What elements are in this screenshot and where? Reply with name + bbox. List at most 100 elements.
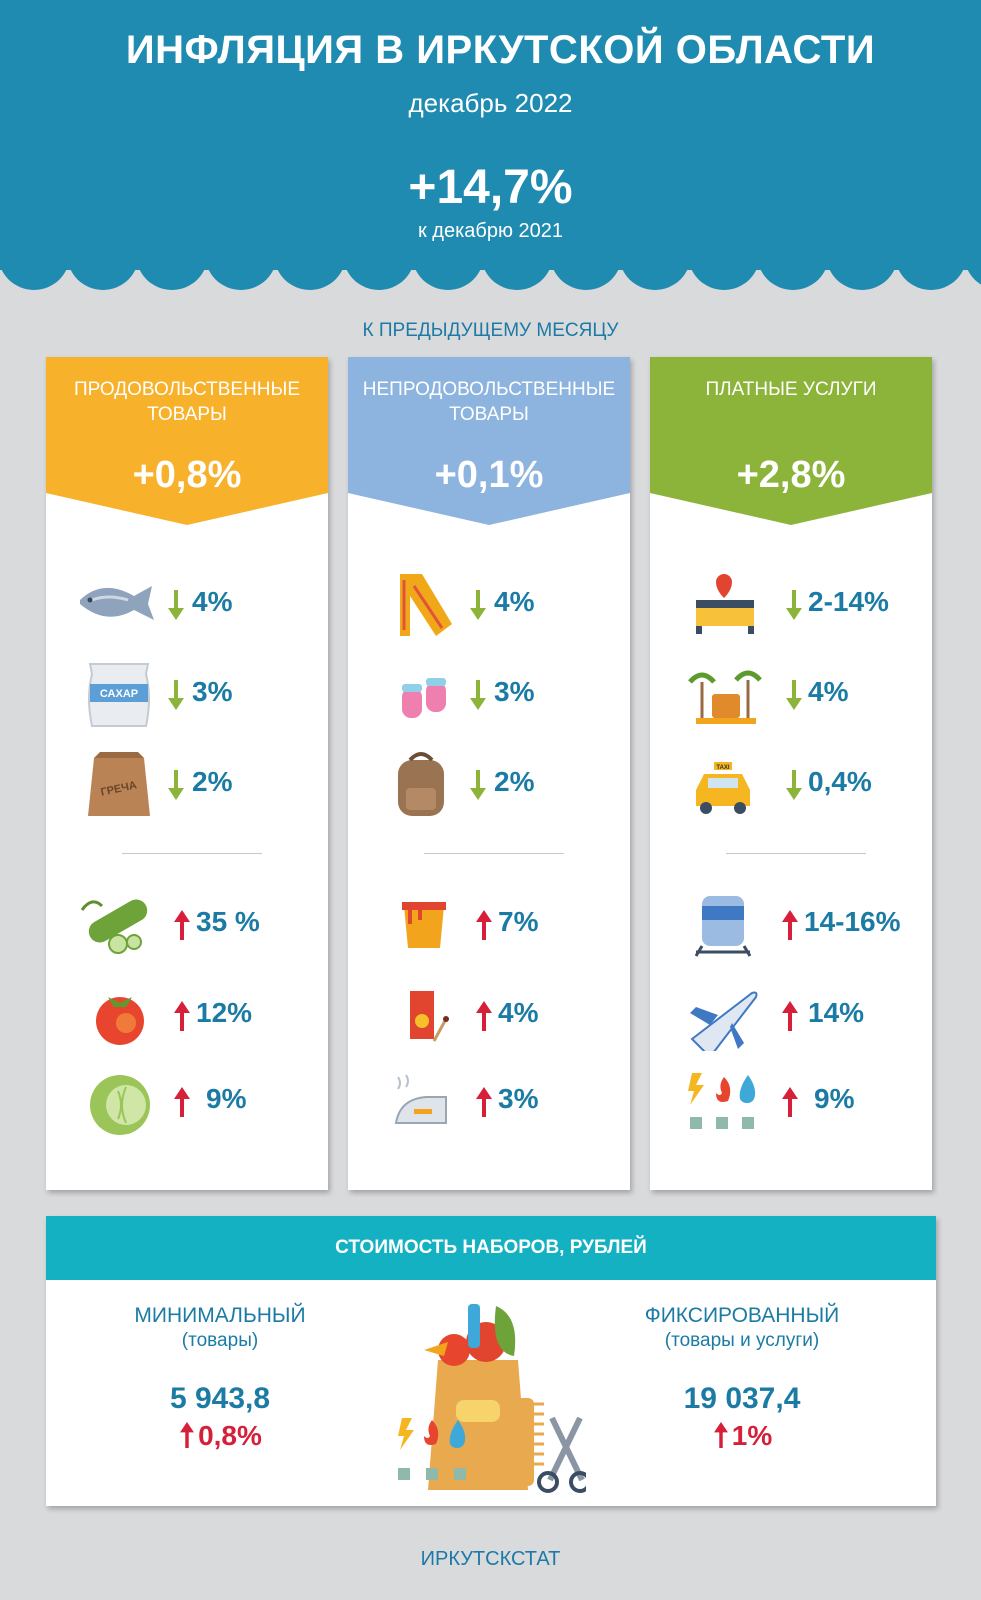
change-value: 4% — [494, 586, 535, 617]
arrow-up-icon — [180, 1422, 195, 1448]
sugar-bag-icon: САХАР — [88, 663, 150, 727]
list-item: 9% — [650, 1067, 932, 1137]
mittens-icon — [402, 678, 446, 718]
list-item: ГРЕЧА 2% — [46, 750, 328, 820]
hotel-bed-icon — [696, 574, 754, 634]
divider — [424, 853, 564, 854]
annual-inflation-caption: к декабрю 2021 — [417, 220, 564, 242]
list-item: 14% — [650, 981, 932, 1051]
taxi-icon: TAXI — [696, 762, 750, 814]
divider — [726, 853, 866, 854]
card-value: +0,1% — [434, 454, 544, 496]
minimal-set: МИНИМАЛЬНЫЙ (товары) 5 943,8 0,8% — [70, 1304, 370, 1452]
iron-icon — [394, 1074, 447, 1124]
sugar-label: САХАР — [100, 688, 138, 700]
costs-title: СТОИМОСТЬ НАБОРОВ, РУБЛЕЙ — [46, 1216, 936, 1280]
change-value: 3% — [498, 1083, 539, 1114]
change-value: 14-16% — [804, 906, 901, 937]
arrow-down-icon — [786, 680, 802, 710]
list-item: 12% — [46, 981, 328, 1051]
shopping-basket-icon — [398, 1304, 586, 1493]
list-item: 35 % — [46, 890, 328, 960]
card-header: ПРОДОВОЛЬСТВЕННЫЕ ТОВАРЫ +0,8% — [46, 357, 328, 525]
change-value: 2% — [192, 766, 233, 797]
divider — [122, 853, 262, 854]
card-header: ПЛАТНЫЕ УСЛУГИ +2,8% — [650, 357, 932, 525]
fixed-set-change: 1% — [592, 1420, 892, 1452]
header-banner — [0, 0, 981, 270]
taxi-label: TAXI — [716, 765, 730, 771]
list-item: 4% — [348, 981, 630, 1051]
arrow-down-icon — [470, 680, 486, 710]
fixed-set-name: ФИКСИРОВАННЫЙ — [644, 1304, 840, 1327]
footer-source: ИРКУТСКСТАТ — [420, 1548, 561, 1570]
matches-icon — [410, 991, 449, 1042]
minimal-set-value: 5 943,8 — [169, 1382, 271, 1415]
card-title: ПРОДОВОЛЬСТВЕННЫЕ ТОВАРЫ — [73, 379, 301, 425]
arrow-up-icon — [476, 910, 492, 940]
change-value: 3% — [494, 676, 535, 707]
annual-inflation-value: +14,7% — [408, 161, 573, 214]
card-services: ПЛАТНЫЕ УСЛУГИ +2,8% 2-14% 4% TAXI — [650, 357, 932, 1190]
arrow-up-icon — [174, 1001, 190, 1031]
change-value: 2-14% — [808, 586, 889, 617]
arrow-down-icon — [168, 770, 184, 800]
airplane-icon — [690, 991, 758, 1051]
card-nonfood: НЕПРОДОВОЛЬСТВЕННЫЕ ТОВАРЫ +0,1% 4% 3% 2… — [348, 357, 630, 1190]
costs-panel: СТОИМОСТЬ НАБОРОВ, РУБЛЕЙ МИНИМАЛЬНЫЙ (т… — [46, 1216, 936, 1506]
tomato-icon — [96, 997, 144, 1045]
change-value: 12% — [196, 997, 253, 1028]
change-value: 35 % — [196, 906, 260, 937]
list-item: 4% — [46, 570, 328, 640]
list-item: 9% — [46, 1067, 328, 1137]
change-value: 4% — [192, 586, 233, 617]
arrow-down-icon — [786, 590, 802, 620]
list-item: 3% — [348, 660, 630, 730]
list-item: САХАР 3% — [46, 660, 328, 730]
card-value: +0,8% — [132, 454, 242, 496]
page-title: ИНФЛЯЦИЯ В ИРКУТСКОЙ ОБЛАСТИ — [125, 28, 876, 72]
buckwheat-bag-icon: ГРЕЧА — [88, 752, 150, 816]
arrow-down-icon — [470, 770, 486, 800]
arrow-down-icon — [470, 590, 486, 620]
card-title: ПЛАТНЫЕ УСЛУГИ — [705, 379, 877, 400]
list-item: 14-16% — [650, 890, 932, 960]
arrow-up-icon — [174, 1087, 190, 1117]
section-label: К ПРЕДЫДУЩЕМУ МЕСЯЦУ — [362, 320, 619, 341]
paint-bucket-icon — [402, 902, 446, 948]
card-title: НЕПРОДОВОЛЬСТВЕННЫЕ ТОВАРЫ — [362, 379, 616, 425]
list-item: TAXI 0,4% — [650, 750, 932, 820]
fish-icon — [80, 586, 154, 620]
arrow-up-icon — [476, 1001, 492, 1031]
cabbage-icon — [90, 1075, 150, 1135]
minimal-set-change: 0,8% — [70, 1420, 370, 1452]
header-scallop-edge — [0, 230, 981, 290]
minimal-set-sub: (товары) — [181, 1330, 259, 1351]
change-value: 7% — [498, 906, 539, 937]
list-item: 7% — [348, 890, 630, 960]
fixed-set: ФИКСИРОВАННЫЙ (товары и услуги) 19 037,4… — [592, 1304, 892, 1452]
arrow-up-icon — [174, 910, 190, 940]
change-value: 14% — [808, 997, 865, 1028]
fixed-set-change-value: 1% — [731, 1420, 773, 1451]
arrow-up-icon — [476, 1087, 492, 1117]
arrow-up-icon — [782, 1087, 798, 1117]
list-item: 2% — [348, 750, 630, 820]
backpack-icon — [398, 752, 444, 816]
fixed-set-sub: (товары и услуги) — [664, 1330, 820, 1351]
cucumber-icon — [80, 899, 148, 954]
list-item: 3% — [348, 1067, 630, 1137]
change-value: 0,4% — [808, 766, 872, 797]
card-value: +2,8% — [736, 454, 846, 496]
change-value: 4% — [498, 997, 539, 1028]
change-value: 2% — [494, 766, 535, 797]
arrow-up-icon — [713, 1422, 728, 1448]
scarf-icon — [400, 574, 452, 636]
arrow-up-icon — [782, 910, 798, 940]
card-header: НЕПРОДОВОЛЬСТВЕННЫЕ ТОВАРЫ +0,1% — [348, 357, 630, 525]
list-item: 4% — [650, 660, 932, 730]
fixed-set-value: 19 037,4 — [683, 1382, 801, 1415]
list-item: 4% — [348, 570, 630, 640]
utilities-icon — [688, 1073, 756, 1129]
list-item: 2-14% — [650, 570, 932, 640]
